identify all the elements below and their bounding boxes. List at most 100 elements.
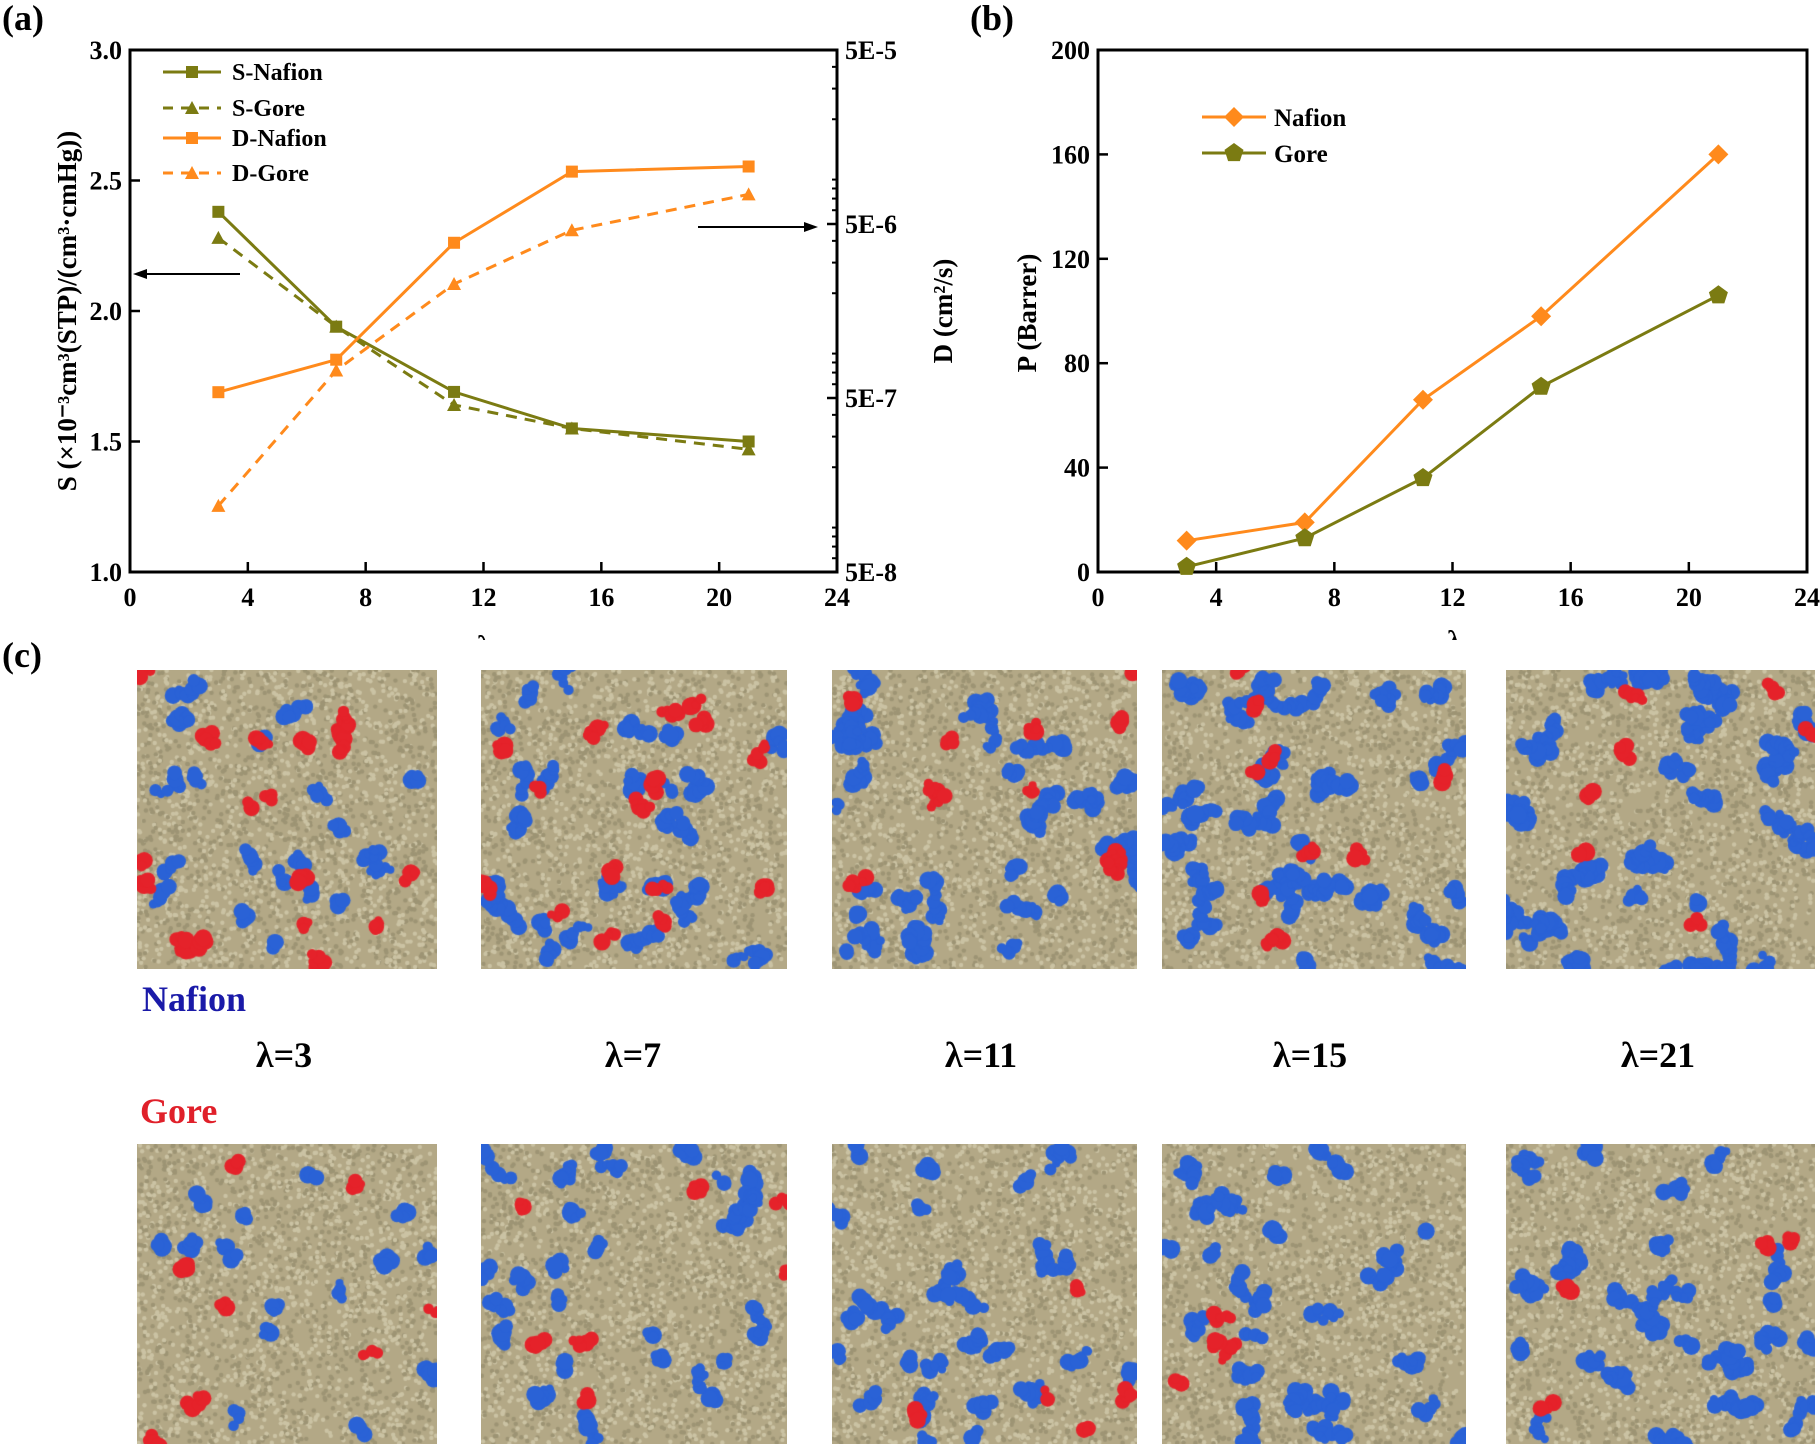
legend-label: D-Nafion [232,126,327,152]
snapshot-nafion-lambda-7 [481,670,787,969]
data-point-D-Gore [211,498,226,512]
snapshot-nafion-lambda-11 [832,670,1137,969]
data-point-D-Nafion [330,353,343,366]
legend-label: D-Gore [232,161,309,187]
x-tick-label: 4 [1210,583,1223,612]
column-label: λ=21 [1620,1035,1696,1075]
y-right-tick-label: 5E-5 [845,36,897,65]
y-left-tick-label: 2.0 [90,297,123,326]
x-tick-label: 0 [124,583,137,612]
snapshot-nafion-lambda-15 [1162,670,1466,969]
y-right-tick-label: 5E-6 [845,210,897,239]
chart-a-ylabel-right: D (cm²/s) [928,259,958,364]
snapshot-gore-lambda-3 [137,1144,437,1444]
chart-a: 0 4 8 12 16 20 24 1.0 1.5 2.0 2.5 3.0 5E-8 5E-7 5E-6 5E… [90,36,898,612]
y-left-tick-label: 2.5 [90,167,123,196]
y-right-tick-label: 5E-7 [845,384,897,413]
x-tick-label: 8 [1328,583,1341,612]
panel-c-label: (c) [2,635,42,675]
y-tick-label: 40 [1064,454,1090,483]
x-tick-label: 16 [1558,583,1584,612]
chart-b: 0 4 8 12 16 20 24 0 40 80 120 160 200 Nafion Gore [1051,36,1820,612]
data-point-D-Gore [329,363,344,377]
x-tick-label: 8 [359,583,372,612]
legend-marker [186,66,198,78]
data-point-Nafion [1294,512,1315,533]
data-point-D-Nafion [742,160,755,173]
data-point-S-Gore [329,319,344,333]
legend-label: S-Gore [232,96,305,122]
column-label: λ=3 [255,1035,313,1075]
snapshot-nafion-lambda-21 [1506,670,1815,969]
data-point-D-Nafion [565,165,578,178]
legend-marker [1224,143,1244,162]
data-point-S-Nafion [212,205,225,218]
y-left-tick-label: 1.0 [90,558,123,587]
arrowhead-icon [133,269,147,279]
legend-label: Nafion [1274,105,1346,132]
column-label: λ=11 [944,1035,1018,1075]
data-point-S-Gore [447,397,462,411]
x-tick-label: 4 [241,583,254,612]
series-line-S-Gore [217,236,749,451]
series-line-D-Nafion [217,165,749,394]
data-point-Gore [1177,556,1197,575]
data-point-Nafion [1412,389,1433,410]
data-point-D-Gore [741,187,756,201]
plot-frame [1096,48,1809,574]
data-point-Nafion [1708,144,1729,165]
data-point-S-Gore [211,230,226,244]
x-tick-label: 20 [706,583,732,612]
legend-label: Gore [1274,141,1328,168]
x-tick-label: 12 [471,583,497,612]
series-line-S-Nafion [217,210,749,443]
y-tick-label: 80 [1064,349,1090,378]
column-label: λ=15 [1272,1035,1348,1075]
legend-label: S-Nafion [232,60,323,86]
legend-marker [1224,107,1244,127]
panel-b-label: (b) [970,0,1014,38]
y-left-tick-label: 3.0 [90,36,123,65]
figure: (a) (b) 0 4 8 12 16 20 24 1.0 1.5 2.0 2.5 3.0 5E-8 5E… [2,0,1820,640]
snapshot-gore-lambda-11 [832,1144,1137,1444]
data-point-Nafion [1176,530,1197,551]
chart-a-xlabel: λ [477,631,491,640]
legend-marker [185,101,199,114]
legend-marker [185,166,199,179]
row-label-nafion: Nafion [142,979,247,1019]
x-tick-label: 12 [1440,583,1466,612]
data-point-S-Gore [741,442,756,456]
data-point-D-Nafion [212,386,225,399]
data-point-S-Nafion [742,435,755,448]
snapshot-gore-lambda-7 [481,1144,787,1444]
y-tick-label: 120 [1051,245,1090,274]
y-tick-label: 160 [1051,140,1090,169]
x-tick-label: 20 [1676,583,1702,612]
arrowhead-icon [804,222,818,232]
data-point-S-Gore [564,421,579,435]
x-tick-label: 24 [824,583,850,612]
chart-b-ylabel: P (Barrer) [1012,254,1042,373]
x-tick-label: 16 [588,583,614,612]
row-label-gore: Gore [140,1091,218,1131]
x-tick-label: 0 [1092,583,1105,612]
data-point-Gore [1708,285,1728,304]
y-left-tick-label: 1.5 [90,428,123,457]
snapshot-gore-lambda-21 [1506,1144,1815,1444]
x-tick-label: 24 [1794,583,1820,612]
column-label: λ=7 [604,1035,662,1075]
data-point-S-Nafion [448,385,461,398]
y-right-tick-label: 5E-8 [845,558,897,587]
panel-a-label: (a) [2,0,44,38]
snapshot-gore-lambda-15 [1162,1144,1466,1444]
data-point-D-Nafion [448,236,461,249]
y-tick-label: 0 [1077,558,1090,587]
data-point-Gore [1531,376,1551,395]
chart-b-xlabel: λ [1447,626,1461,640]
chart-a-ylabel-left: S (×10⁻³cm³(STP)/(cm³·cmHg)) [52,131,82,492]
data-point-D-Gore [447,277,462,291]
snapshot-nafion-lambda-3 [137,670,437,969]
data-point-Gore [1413,468,1433,487]
y-tick-label: 200 [1051,36,1090,65]
data-point-Nafion [1531,306,1552,327]
